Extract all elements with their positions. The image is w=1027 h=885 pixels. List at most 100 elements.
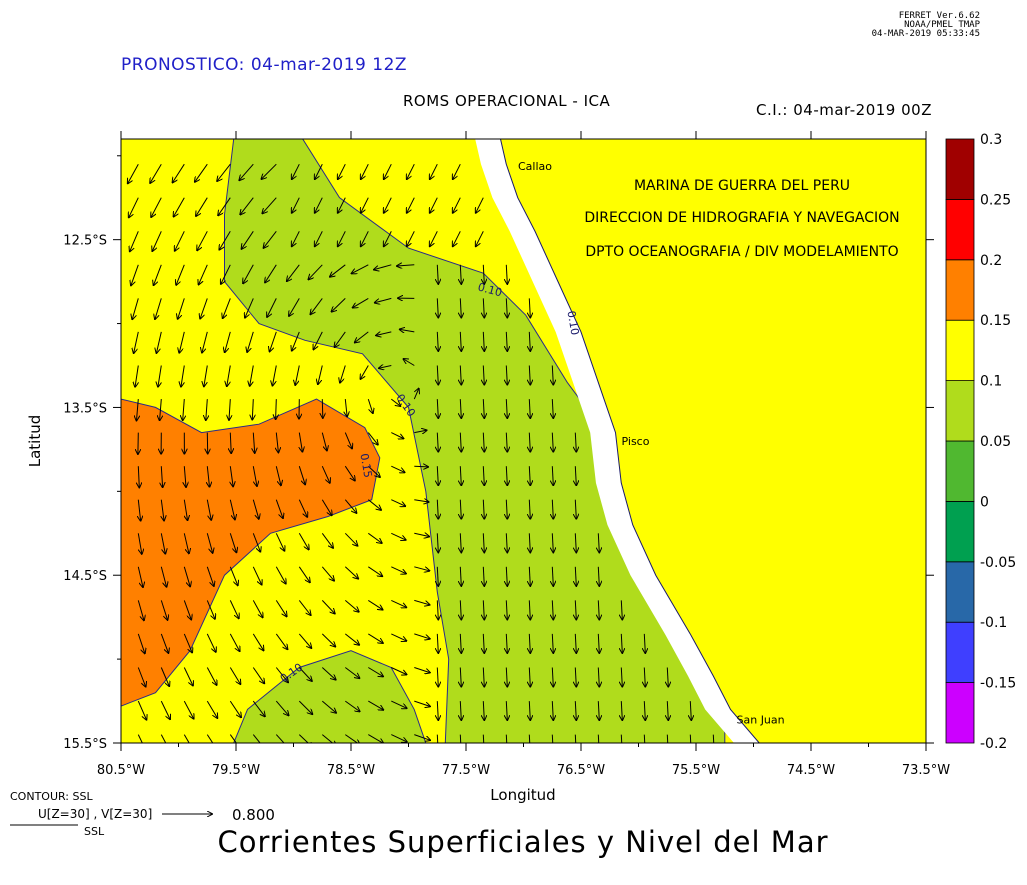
current-vector-36 (242, 231, 254, 249)
current-vector-28 (430, 197, 438, 213)
vector-key-label: U[Z=30] , V[Z=30] (38, 807, 152, 821)
y-axis-title: Latitud (26, 415, 44, 468)
current-vector-144 (276, 432, 278, 453)
current-vector-1 (150, 163, 162, 183)
current-vector-179 (161, 499, 164, 521)
colorbar-label-3: -0.05 (980, 555, 1016, 571)
current-vector-334 (137, 734, 143, 743)
current-vector-340 (275, 734, 289, 743)
current-vector-156 (552, 432, 553, 452)
current-vector-240 (137, 600, 144, 620)
x-tick-label-7: 73.5°W (902, 763, 950, 778)
current-vector-270 (321, 633, 335, 647)
current-vector-120 (160, 399, 162, 420)
current-vector-39 (315, 231, 323, 246)
current-vector-288 (206, 667, 216, 685)
current-vector-119 (137, 399, 139, 420)
current-vector-305 (598, 667, 599, 687)
current-vector-90 (314, 331, 323, 349)
current-vector-48 (154, 264, 162, 285)
current-vector-86 (225, 331, 231, 352)
place-label-callao: Callao (518, 160, 552, 173)
ferret-line-2: NOAA/PMEL TMAP (904, 20, 980, 30)
current-vector-344 (368, 734, 383, 743)
current-vector-85 (202, 331, 208, 353)
current-vector-21 (262, 197, 277, 214)
current-vector-251 (391, 599, 406, 607)
colorbar-band-7 (945, 259, 975, 321)
current-vector-136 (529, 399, 530, 418)
current-vector-214 (506, 533, 507, 552)
current-vector-298 (437, 667, 438, 687)
current-vector-177 (575, 466, 576, 485)
current-vector-137 (552, 399, 553, 418)
current-vector-77 (437, 298, 438, 317)
current-vector-12 (407, 163, 415, 179)
current-vector-280 (552, 633, 553, 653)
ferret-line-3: 04-MAR-2019 05:33:45 (871, 29, 980, 39)
contour-label-3: 0.15 (357, 452, 374, 478)
current-vector-329 (598, 701, 599, 720)
current-vector-115 (483, 365, 484, 385)
current-vector-112 (404, 359, 415, 366)
current-vector-9 (338, 163, 346, 179)
current-vector-83 (157, 331, 162, 353)
current-vector-165 (298, 466, 305, 484)
current-vector-219 (137, 566, 143, 587)
current-vector-232 (437, 566, 438, 586)
current-vector-123 (229, 399, 230, 420)
current-vector-180 (184, 499, 187, 520)
current-vector-50 (199, 264, 208, 285)
current-vector-22 (292, 197, 300, 213)
current-vector-92 (355, 331, 369, 343)
current-vector-354 (597, 734, 600, 743)
current-vector-221 (183, 566, 190, 587)
current-vector-286 (160, 667, 169, 687)
current-vector-238 (575, 566, 576, 586)
current-vector-327 (552, 701, 553, 720)
current-vector-218 (598, 533, 599, 552)
current-vector-297 (414, 667, 430, 673)
current-vector-87 (247, 331, 254, 352)
current-vector-260 (598, 600, 599, 619)
current-vector-216 (552, 533, 553, 552)
x-tick-label-2: 78.5°W (327, 763, 375, 778)
current-vector-128 (345, 399, 347, 416)
current-vector-224 (252, 566, 261, 585)
current-vector-170 (414, 466, 428, 467)
current-vector-66 (178, 298, 185, 318)
current-vector-236 (529, 566, 530, 586)
current-vector-328 (575, 701, 576, 720)
y-tick-label-3: 15.5°S (63, 737, 107, 752)
current-vector-110 (361, 365, 369, 379)
current-vector-164 (275, 466, 281, 485)
current-vector-14 (453, 163, 461, 179)
chart-title: Corrientes Superficiales y Nivel del Mar (217, 825, 828, 859)
x-tick-label-1: 79.5°W (212, 763, 260, 778)
current-vector-312 (206, 700, 217, 718)
colorbar-band-2 (945, 561, 975, 623)
current-vector-269 (298, 633, 311, 648)
current-vector-267 (252, 633, 263, 650)
current-vector-341 (298, 734, 312, 743)
contour-label-1: 0.10 (564, 310, 581, 336)
current-vector-37 (264, 230, 277, 248)
current-vector-299 (460, 667, 461, 687)
current-vector-332 (667, 701, 668, 720)
current-vector-199 (160, 533, 165, 553)
current-vector-147 (344, 432, 352, 449)
current-vector-289 (229, 667, 240, 685)
current-vector-7 (292, 163, 300, 179)
current-vector-11 (384, 163, 392, 179)
current-vector-63 (506, 264, 507, 284)
colorbar-band-5 (945, 380, 975, 442)
current-vector-31 (130, 231, 139, 251)
current-vector-283 (621, 633, 622, 653)
current-vector-174 (506, 466, 507, 485)
current-vector-321 (414, 700, 430, 706)
current-vector-103 (204, 365, 208, 387)
current-vector-234 (483, 566, 484, 586)
current-vector-111 (379, 366, 392, 369)
current-vector-211 (437, 533, 438, 552)
